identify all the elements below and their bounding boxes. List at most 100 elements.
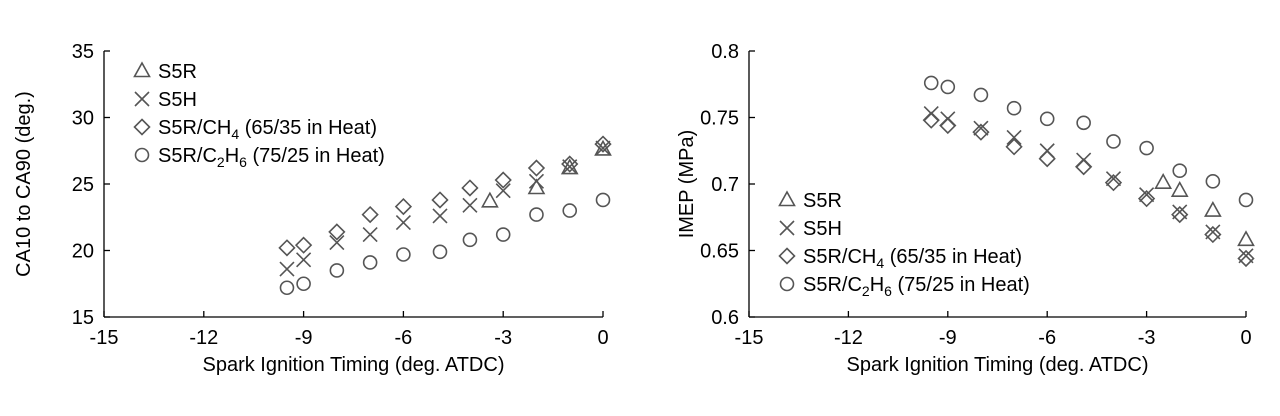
series-diamond <box>922 111 1255 268</box>
data-point-x <box>495 183 511 199</box>
data-point-diamond <box>972 123 990 141</box>
y-tick-label: 30 <box>72 108 94 130</box>
series-circle <box>923 75 1254 208</box>
data-point-triangle <box>481 191 499 208</box>
legend-text-part: (65/35 in Heat) <box>239 117 377 139</box>
data-point-circle <box>279 280 295 296</box>
data-point-circle <box>1039 111 1055 127</box>
x-tick-label: 0 <box>1240 327 1251 349</box>
legend-marker-triangle <box>133 61 151 78</box>
legend-text-part: (65/35 in Heat) <box>884 246 1022 268</box>
legend-label: S5R <box>158 61 197 83</box>
x-axis-label: Spark Ignition Timing (deg. ATDC) <box>847 354 1149 376</box>
legend-text-part: H <box>225 145 239 167</box>
data-point-diamond <box>494 171 512 189</box>
legend-marker-triangle <box>778 190 796 207</box>
y-tick-label: 20 <box>72 241 94 263</box>
data-point-diamond <box>527 159 546 177</box>
legend-label: S5H <box>803 218 842 240</box>
legend-text-part: S5R <box>158 61 197 83</box>
legend-subscript: 6 <box>239 154 247 170</box>
legend-text-part: S5H <box>158 89 197 111</box>
x-tick-label: -15 <box>735 327 764 349</box>
x-tick-label: 0 <box>597 327 608 349</box>
legend-entry: S5R/C2H6 (75/25 in Heat) <box>779 274 1030 299</box>
legend-label: S5R/CH4 (65/35 in Heat) <box>158 117 377 142</box>
legend-label: S5R <box>803 190 842 212</box>
data-point-circle <box>940 79 956 95</box>
legend-entry: S5H <box>134 89 197 111</box>
legend-text-part: S5R/CH <box>803 246 876 268</box>
data-point-circle <box>562 203 578 218</box>
data-point-x <box>973 120 989 136</box>
legend-text-part: H <box>870 274 884 296</box>
data-point-triangle <box>1204 200 1222 217</box>
y-tick-label: 15 <box>72 307 94 329</box>
data-point-circle <box>329 263 345 278</box>
legend-entry: S5H <box>779 218 842 240</box>
data-point-circle <box>1172 163 1188 178</box>
data-point-circle <box>1106 134 1121 149</box>
legend-subscript: 2 <box>862 283 870 299</box>
data-point-diamond <box>922 111 940 129</box>
data-point-x <box>279 261 295 277</box>
data-point-circle <box>1076 115 1091 131</box>
data-point-diamond <box>328 223 346 241</box>
legend-text-part: S5R <box>803 190 842 212</box>
legend-subscript: 4 <box>876 255 884 271</box>
x-tick-label: -9 <box>939 327 957 349</box>
data-point-triangle <box>1170 181 1189 197</box>
data-point-circle <box>362 255 378 270</box>
data-point-diamond <box>1005 138 1023 156</box>
data-point-diamond <box>1204 225 1222 244</box>
data-point-diamond <box>939 116 957 135</box>
legend-subscript: 4 <box>231 126 239 142</box>
data-point-triangle <box>527 178 546 195</box>
data-point-x <box>329 234 345 251</box>
y-tick-label: 25 <box>72 174 94 196</box>
data-point-circle <box>296 276 311 292</box>
y-tick-label: 0.6 <box>711 307 739 329</box>
chart-ca10-ca90: -15 -12 -9 -6 -3 0 15 20 25 30 35 Spark Ignition Ti… <box>13 41 612 376</box>
data-point-circle <box>595 192 611 208</box>
chart-imep: -15 -12 -9 -6 -3 0 0.6 0.65 0.7 0.75 0.8 Spark Igni… <box>676 41 1255 376</box>
data-point-diamond <box>278 239 296 257</box>
data-point-x <box>362 226 378 243</box>
data-point-x <box>462 197 478 213</box>
legend-text-part: S5R/C <box>158 145 217 167</box>
legend-marker-x <box>779 220 795 236</box>
data-point-x <box>528 173 545 189</box>
legend-text-part: (75/25 in Heat) <box>892 274 1030 296</box>
x-tick-label: -6 <box>1038 327 1056 349</box>
data-point-x <box>395 215 411 231</box>
data-point-diamond <box>394 197 413 216</box>
legend-text-part: S5H <box>803 218 842 240</box>
legend-label: S5R/C2H6 (75/25 in Heat) <box>158 145 385 170</box>
legend-entry: S5R/CH4 (65/35 in Heat) <box>778 246 1022 271</box>
x-tick-label: -3 <box>494 327 512 349</box>
data-point-circle <box>973 87 989 103</box>
y-tick-label: 0.7 <box>711 174 739 196</box>
y-axis-label: CA10 to CA90 (deg.) <box>13 91 35 277</box>
series-x <box>923 105 1254 264</box>
data-point-circle <box>462 232 478 248</box>
x-tick-label: -6 <box>395 327 413 349</box>
series-circle <box>279 192 611 296</box>
legend-marker-diamond <box>133 118 151 136</box>
data-point-x <box>432 208 448 224</box>
legend-text-part: S5R/C <box>803 274 862 296</box>
data-point-diamond <box>294 236 313 254</box>
y-tick-label: 0.65 <box>700 241 739 263</box>
data-point-triangle <box>1237 230 1255 247</box>
legend-entry: S5R/CH4 (65/35 in Heat) <box>133 117 377 142</box>
legend-text-part: S5R/CH <box>158 117 231 139</box>
data-point-circle <box>1238 192 1254 208</box>
legend-marker-circle <box>779 276 795 292</box>
data-point-triangle <box>1154 173 1173 189</box>
series-diamond <box>278 135 612 257</box>
data-point-diamond <box>1237 249 1255 268</box>
legend-subscript: 2 <box>217 154 225 170</box>
legend-marker-x <box>134 91 150 107</box>
